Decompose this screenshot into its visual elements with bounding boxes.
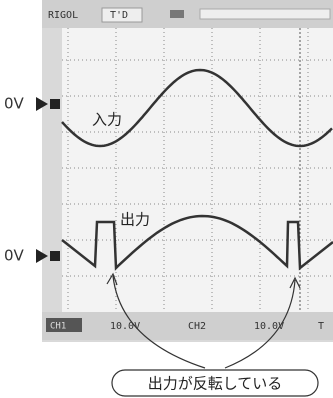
status-icon — [170, 10, 184, 18]
memory-bar — [200, 9, 330, 19]
figure: RIGOL T'D CH1 10.0V CH2 10.0V T 0V 入力 0V… — [0, 0, 333, 398]
ch2-ground: 0V — [4, 247, 25, 265]
mode: T'D — [110, 10, 128, 21]
ch1-ground: 0V — [4, 95, 25, 113]
ch1: CH1 — [50, 322, 66, 332]
ch1-marker — [50, 99, 60, 109]
timebase: T — [318, 321, 324, 332]
callout: 出力が反転している — [148, 375, 283, 393]
brand: RIGOL — [48, 10, 78, 21]
ch2-name: 出力 — [120, 211, 150, 229]
ch2-marker — [50, 251, 60, 261]
ch2: CH2 — [188, 321, 206, 332]
ch1-name: 入力 — [92, 111, 122, 129]
